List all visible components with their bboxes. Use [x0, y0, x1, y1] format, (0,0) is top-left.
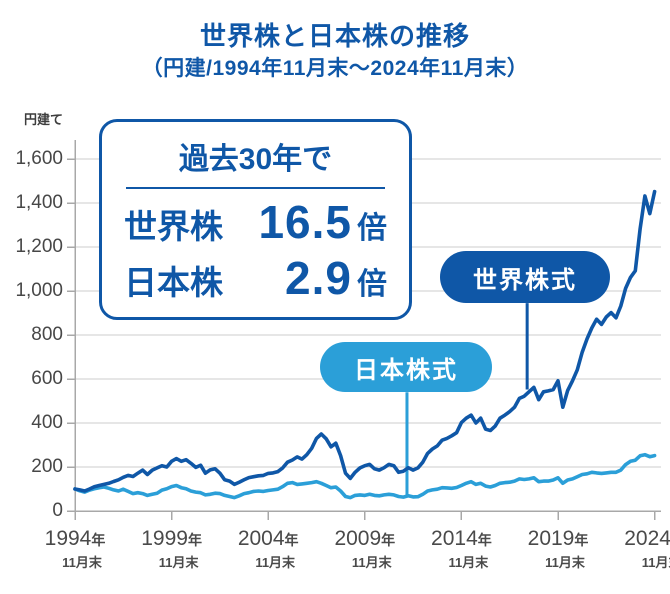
summary-callout-box: 過去30年で 世界株 16.5 倍 日本株 2.9 倍	[99, 119, 412, 320]
world-series-pill-label: 世界株式	[440, 251, 610, 303]
japan-stock-line	[73, 452, 657, 500]
y-axis-label: 1,200	[15, 236, 63, 257]
japan-series-pill-label: 日本株式	[320, 342, 492, 392]
japan-multiple-value: 2.9	[285, 252, 352, 304]
y-axis-label: 1,600	[15, 148, 63, 169]
y-axis-label: 1,400	[15, 192, 63, 213]
world-multiple-suffix: 倍	[357, 212, 387, 245]
callout-row-japan: 日本株 2.9 倍	[102, 251, 409, 305]
world-multiple-value: 16.5	[258, 196, 352, 248]
x-axis-label: 2009年 11月末	[334, 527, 396, 570]
page-subtitle: （円建/1994年11月末～2024年11月末）	[141, 57, 529, 80]
world-label: 世界株	[124, 208, 223, 245]
japan-label: 日本株	[124, 264, 223, 301]
x-axis-label: 2024年11月末	[624, 527, 670, 570]
y-axis-label: 200	[31, 456, 63, 477]
y-axis-label: 800	[31, 324, 63, 345]
y-axis-label: 400	[31, 412, 63, 433]
callout-heading: 過去30年で	[178, 143, 333, 176]
page-title: 世界株と日本株の推移	[199, 21, 470, 51]
y-axis-label: 0	[52, 500, 63, 521]
y-axis-label: 1,000	[15, 280, 63, 301]
x-axis-label: 2004年 11月末	[237, 527, 299, 570]
x-axis-label: 2019年 11月末	[527, 527, 589, 570]
japan-multiple-suffix: 倍	[357, 268, 387, 301]
x-axis-label: 2014年 11月末	[431, 527, 492, 570]
world-stock-line	[73, 189, 657, 493]
x-axis-label: 1999年 11月末	[141, 527, 202, 570]
callout-row-world: 世界株 16.5 倍	[102, 195, 409, 249]
y-axis-unit-label: 円建て	[23, 112, 63, 127]
callout-divider	[126, 187, 385, 189]
x-axis-label: 1994年 11月末	[44, 527, 106, 570]
y-axis-label: 600	[31, 368, 63, 389]
